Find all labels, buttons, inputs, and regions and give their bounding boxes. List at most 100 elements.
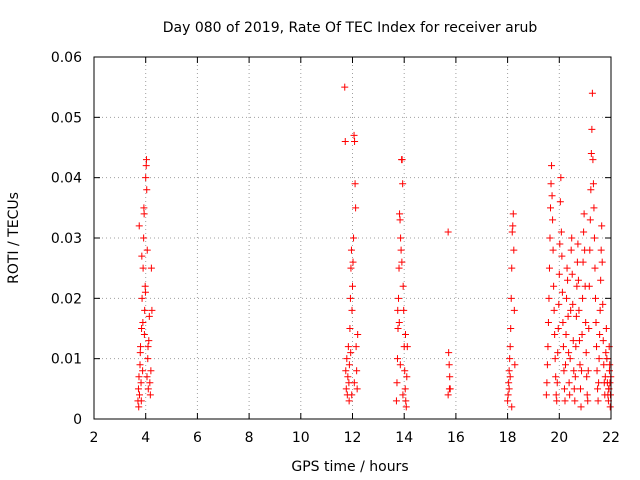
data-point-marker: [403, 373, 411, 381]
data-point-marker: [578, 331, 586, 339]
data-point-marker: [142, 162, 150, 170]
data-point-marker: [147, 367, 155, 375]
data-point-marker: [402, 403, 410, 411]
data-point-marker: [344, 373, 352, 381]
data-point-marker: [557, 228, 565, 236]
data-point-marker: [444, 391, 452, 399]
x-tick-label: 18: [499, 430, 517, 446]
data-point-marker: [558, 252, 566, 260]
data-point-marker: [347, 264, 355, 272]
data-point-marker: [600, 361, 608, 369]
data-point-marker: [586, 246, 594, 254]
x-tick-label: 22: [602, 430, 620, 446]
data-point-marker: [589, 180, 597, 188]
data-point-marker: [139, 318, 147, 326]
data-point-marker: [543, 361, 551, 369]
data-point-marker: [567, 306, 575, 314]
data-point-marker: [553, 379, 561, 387]
data-point-marker: [349, 258, 357, 266]
data-point-marker: [350, 379, 358, 387]
data-point-marker: [579, 294, 587, 302]
data-point-marker: [146, 379, 154, 387]
data-point-marker: [350, 234, 358, 242]
data-point-marker: [556, 198, 564, 206]
data-point-marker: [136, 349, 144, 357]
chart-title: Day 080 of 2019, Rate Of TEC Index for r…: [163, 20, 538, 36]
data-point-marker: [146, 391, 154, 399]
data-point-marker: [571, 373, 579, 381]
data-point-marker: [547, 204, 555, 212]
data-point-marker: [147, 264, 155, 272]
data-point-marker: [583, 391, 591, 399]
data-point-marker: [141, 282, 149, 290]
data-point-marker: [396, 210, 404, 218]
data-point-marker: [395, 318, 403, 326]
data-point-marker: [602, 349, 610, 357]
data-point-marker: [583, 373, 591, 381]
data-point-marker: [571, 397, 579, 405]
data-point-marker: [392, 397, 400, 405]
y-tick-label: 0: [73, 412, 82, 428]
data-point-marker: [567, 246, 575, 254]
data-point-marker: [545, 294, 553, 302]
data-point-marker: [544, 343, 552, 351]
data-point-marker: [505, 385, 513, 393]
data-point-marker: [579, 258, 587, 266]
data-point-marker: [548, 162, 556, 170]
data-point-marker: [395, 294, 403, 302]
data-point-marker: [555, 300, 563, 308]
data-point-marker: [134, 385, 142, 393]
data-point-marker: [396, 361, 404, 369]
data-point-marker: [605, 367, 613, 375]
data-point-marker: [568, 270, 576, 278]
data-point-marker: [142, 156, 150, 164]
data-point-marker: [508, 228, 516, 236]
data-point-marker: [599, 337, 607, 345]
y-tick-label: 0.04: [51, 171, 82, 187]
data-point-marker: [143, 373, 151, 381]
data-point-marker: [346, 325, 354, 332]
data-point-marker: [597, 246, 605, 254]
data-point-marker: [576, 385, 584, 393]
data-point-marker: [509, 210, 517, 218]
x-axis-label: GPS time / hours: [291, 459, 408, 475]
data-point-marker: [507, 294, 515, 302]
data-point-marker: [346, 294, 354, 302]
data-point-marker: [393, 379, 401, 387]
data-point-marker: [347, 349, 355, 357]
data-points: [134, 83, 615, 411]
data-point-marker: [551, 331, 559, 339]
data-point-marker: [563, 294, 571, 302]
data-point-marker: [445, 361, 453, 369]
data-point-marker: [587, 150, 595, 158]
data-point-marker: [401, 385, 409, 393]
data-point-marker: [343, 355, 351, 363]
data-point-marker: [403, 343, 411, 351]
data-point-marker: [444, 228, 452, 236]
data-point-marker: [552, 391, 560, 399]
x-tick-label: 6: [193, 430, 202, 446]
data-point-marker: [565, 349, 573, 357]
data-point-marker: [606, 379, 614, 387]
data-point-marker: [572, 312, 580, 320]
data-point-marker: [136, 361, 144, 369]
data-point-marker: [591, 294, 599, 302]
data-point-marker: [591, 264, 599, 272]
data-point-marker: [585, 282, 593, 290]
data-point-marker: [504, 391, 512, 399]
data-point-marker: [135, 391, 143, 399]
data-point-marker: [586, 216, 594, 224]
data-point-marker: [550, 282, 558, 290]
data-point-marker: [139, 367, 147, 375]
x-tick-label: 8: [245, 430, 254, 446]
data-point-marker: [590, 234, 598, 242]
data-point-marker: [341, 137, 349, 145]
data-point-marker: [138, 325, 146, 332]
data-point-marker: [578, 367, 586, 375]
data-point-marker: [575, 337, 583, 345]
data-point-marker: [549, 246, 557, 254]
data-point-marker: [399, 282, 407, 290]
data-point-marker: [506, 343, 514, 351]
data-point-marker: [563, 264, 571, 272]
